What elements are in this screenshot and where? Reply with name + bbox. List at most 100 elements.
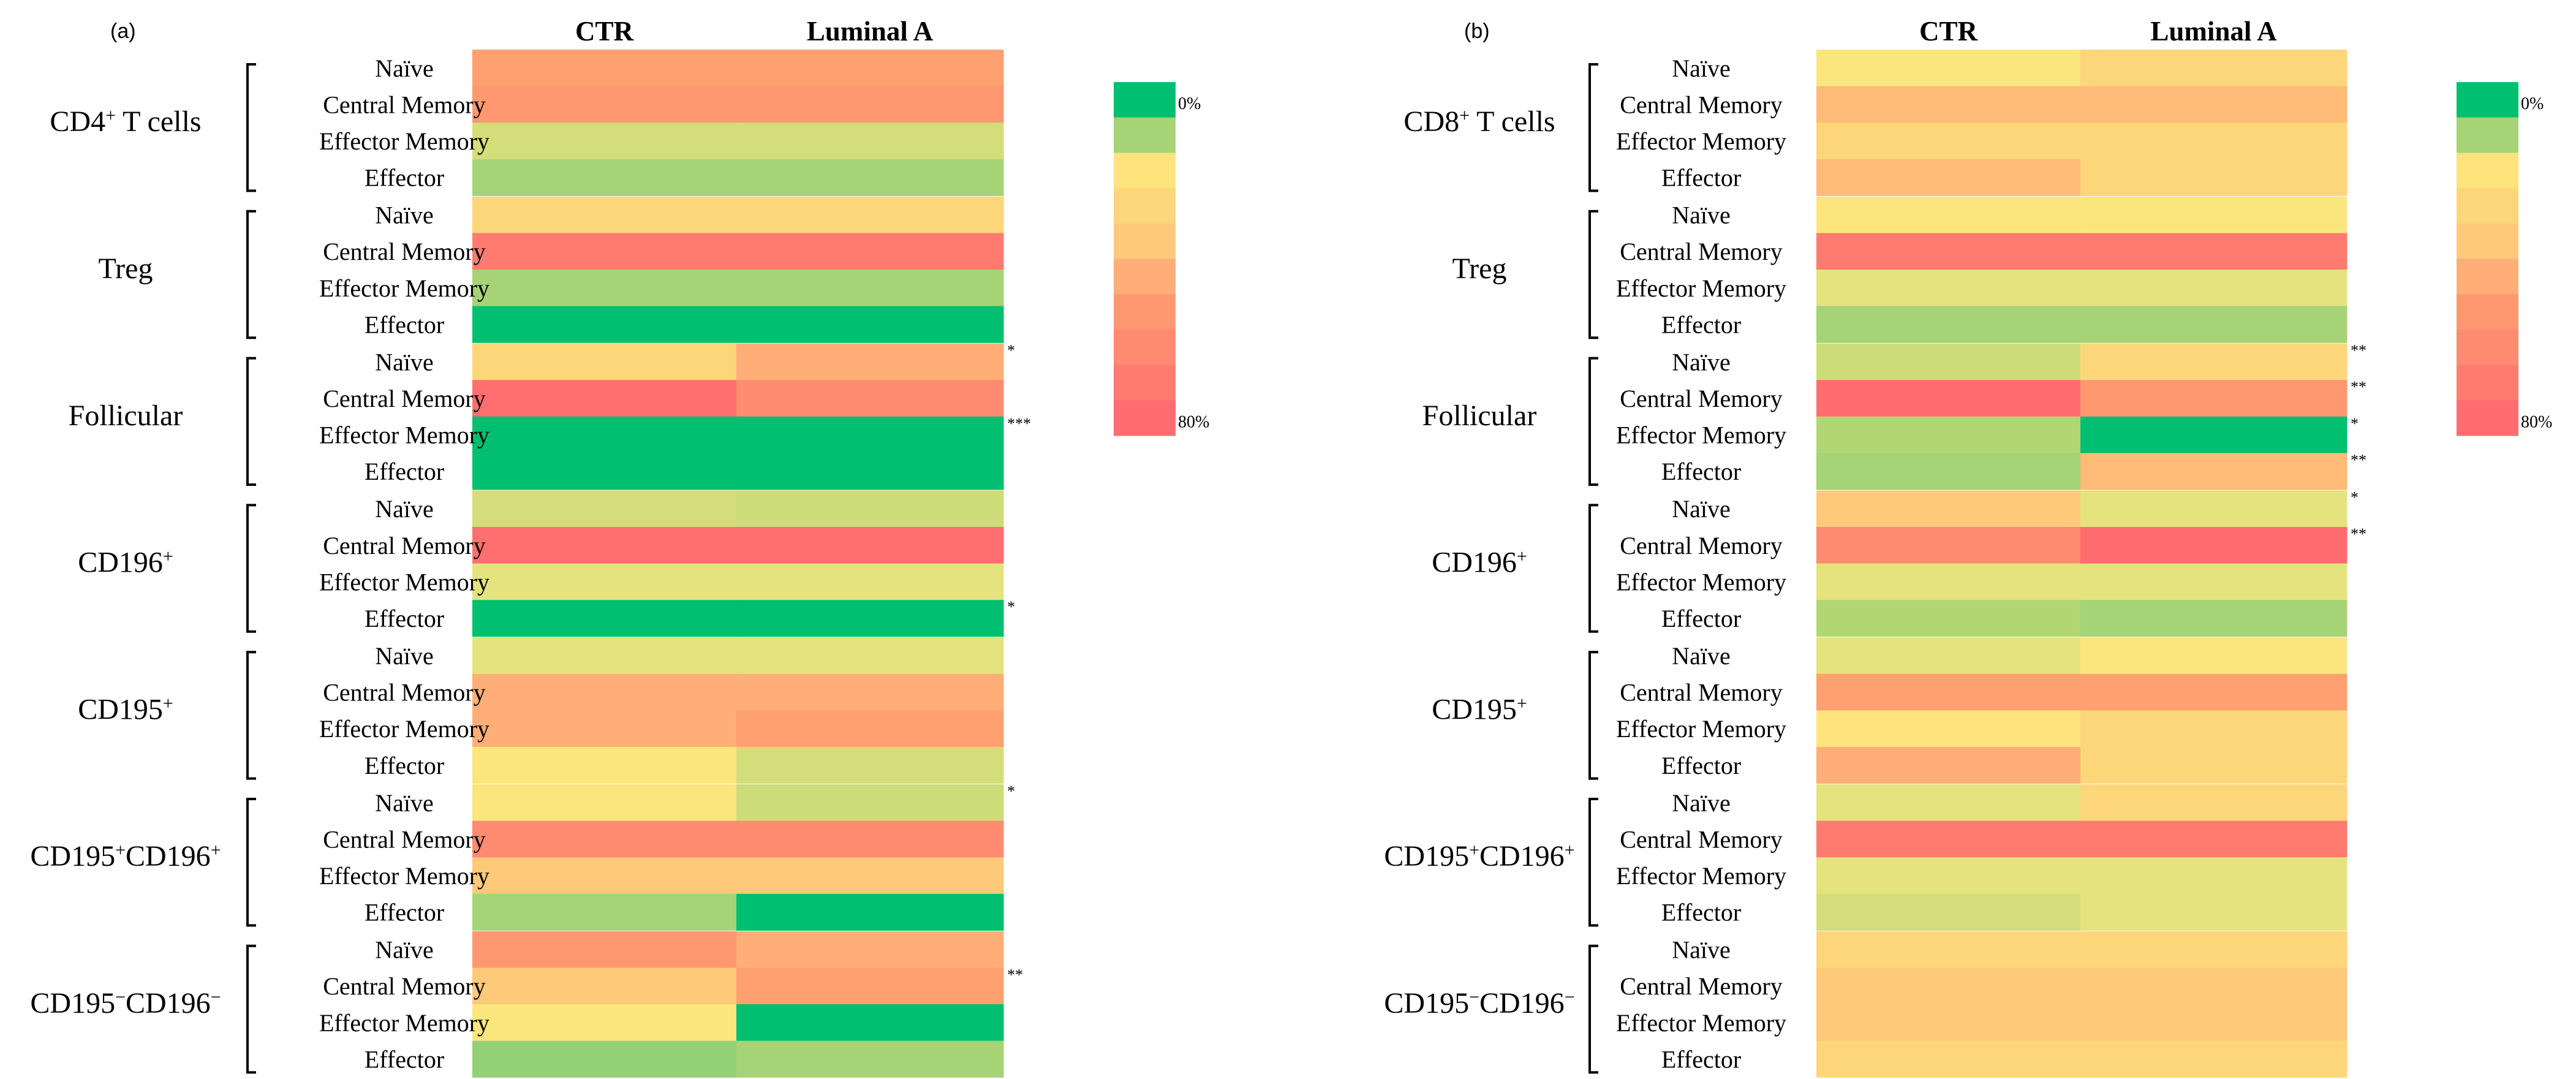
group-label-part: CD196 <box>1479 840 1565 873</box>
heatmap-cell <box>2080 893 2347 931</box>
group-bracket <box>246 357 256 486</box>
group-bracket <box>246 798 256 927</box>
significance-marker: * <box>2351 488 2359 506</box>
heatmap-cell <box>1816 857 2081 895</box>
row-label: Effector <box>364 311 444 338</box>
group-label-superscript: + <box>105 105 116 126</box>
legend-min-label: 0% <box>1178 94 1201 113</box>
group-label-superscript: − <box>1565 987 1575 1007</box>
heatmap-cell <box>2080 784 2347 822</box>
row-label: Central Memory <box>1620 385 1783 412</box>
heatmap-cell <box>736 967 1004 1005</box>
heatmap-cell <box>1816 527 2081 564</box>
heatmap-cell <box>1816 893 2081 931</box>
group-label: CD195+CD196+ <box>1384 840 1574 873</box>
group-label: Follicular <box>69 399 183 432</box>
heatmap-cell <box>2080 527 2347 564</box>
row-label: Naïve <box>375 936 434 964</box>
row-label: Naïve <box>375 348 434 376</box>
legend-swatch <box>2457 117 2518 153</box>
heatmap-cell <box>1816 600 2081 637</box>
heatmap-cell <box>736 820 1004 858</box>
significance-marker: ** <box>1007 966 1023 983</box>
legend-swatch <box>1114 259 1176 295</box>
heatmap-cell <box>736 343 1004 380</box>
group-bracket <box>1588 944 1598 1074</box>
heatmap-cell <box>736 159 1004 196</box>
significance-marker: *** <box>1007 415 1031 433</box>
heatmap-cell <box>1816 710 2081 748</box>
row-label: Central Memory <box>323 238 486 265</box>
heatmap-cell <box>1816 343 2081 380</box>
row-label: Effector Memory <box>319 422 489 449</box>
heatmap-cell <box>736 50 1004 87</box>
group-label: CD8+ T cells <box>1403 105 1555 138</box>
legend-swatch <box>1114 188 1176 224</box>
heatmap-cell <box>736 673 1004 711</box>
heatmap-cell <box>736 1004 1004 1042</box>
heatmap-cell <box>736 490 1004 528</box>
group-bracket <box>246 63 256 192</box>
heatmap-cell <box>736 527 1004 564</box>
panel-label: (a) <box>110 20 136 43</box>
group-label: Treg <box>1452 252 1507 285</box>
heatmap-cell <box>2080 600 2347 637</box>
row-label: Effector <box>1661 899 1741 926</box>
heatmap-cell <box>736 893 1004 931</box>
legend-swatch <box>1114 329 1176 366</box>
significance-marker: ** <box>2351 525 2366 543</box>
row-label: Effector Memory <box>319 1009 489 1037</box>
heatmap-cell <box>472 857 737 895</box>
heatmap-cell <box>472 931 737 968</box>
heatmap-cell <box>472 637 737 675</box>
heatmap-cell <box>472 233 737 270</box>
legend-swatch <box>2457 153 2518 189</box>
group-bracket <box>246 944 256 1074</box>
heatmap-cell <box>736 857 1004 895</box>
heatmap-cell <box>736 784 1004 822</box>
heatmap-cell <box>736 380 1004 417</box>
heatmap-cell <box>472 343 737 380</box>
row-label: Effector Memory <box>319 862 489 890</box>
legend-swatch <box>2457 82 2518 118</box>
heatmap-cell <box>2080 637 2347 675</box>
heatmap-cell <box>736 270 1004 307</box>
row-label: Effector Memory <box>319 274 489 302</box>
heatmap-cell <box>1816 820 2081 858</box>
group-bracket <box>1588 63 1598 192</box>
group-label-superscript: + <box>1517 693 1527 713</box>
group-label-part: CD195 <box>30 987 115 1020</box>
heatmap-cell <box>736 710 1004 748</box>
heatmap-cell <box>472 306 737 343</box>
group-bracket <box>1588 651 1598 780</box>
heatmap-cell <box>2080 1004 2347 1042</box>
legend-swatch <box>1114 365 1176 401</box>
heatmap-cell <box>472 527 737 564</box>
row-label: Effector <box>1661 458 1741 485</box>
heatmap-cell <box>472 123 737 160</box>
row-label: Effector <box>1661 164 1741 192</box>
heatmap-cell <box>736 416 1004 453</box>
group-label-superscript: + <box>163 693 173 713</box>
row-label: Central Memory <box>323 679 486 706</box>
group-label-part: Treg <box>1452 252 1507 285</box>
significance-marker: * <box>1007 782 1015 800</box>
row-label: Effector <box>1661 752 1741 779</box>
heatmap-cell <box>472 50 737 87</box>
heatmap-cell <box>1816 50 2081 87</box>
row-label: Effector Memory <box>1616 422 1786 449</box>
heatmap-cell <box>736 563 1004 600</box>
heatmap-cell <box>2080 710 2347 748</box>
row-label: Naïve <box>375 642 434 670</box>
heatmap-cell <box>472 747 737 784</box>
heatmap-cell <box>1816 931 2081 968</box>
row-label: Central Memory <box>1620 825 1783 853</box>
row-label: Naïve <box>375 202 434 229</box>
row-label: Naïve <box>375 55 434 82</box>
row-label: Naïve <box>1672 495 1731 523</box>
column-header: CTR <box>1919 16 1978 47</box>
group-label-superscript: − <box>115 987 126 1007</box>
heatmap-cell <box>736 453 1004 490</box>
group-label: CD4+ T cells <box>50 105 201 138</box>
heatmap-cell <box>2080 270 2347 307</box>
